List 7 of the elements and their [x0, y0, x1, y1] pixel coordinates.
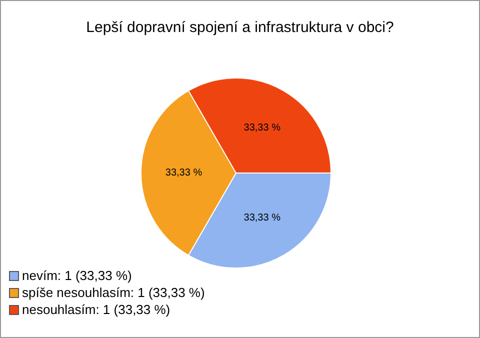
legend-label: nesouhlasím: 1 (33,33 %) — [22, 301, 170, 318]
legend-label: spíše nesouhlasím: 1 (33,33 %) — [22, 284, 205, 301]
data-label: 33,33 % — [244, 122, 281, 134]
chart-title: Lepší dopravní spojení a infrastruktura v obci? — [85, 19, 395, 36]
data-label: 33,33 % — [165, 168, 202, 178]
data-label: 33,33 % — [244, 212, 281, 224]
legend-label: nevím: 1 (33,33 %) — [22, 267, 132, 284]
